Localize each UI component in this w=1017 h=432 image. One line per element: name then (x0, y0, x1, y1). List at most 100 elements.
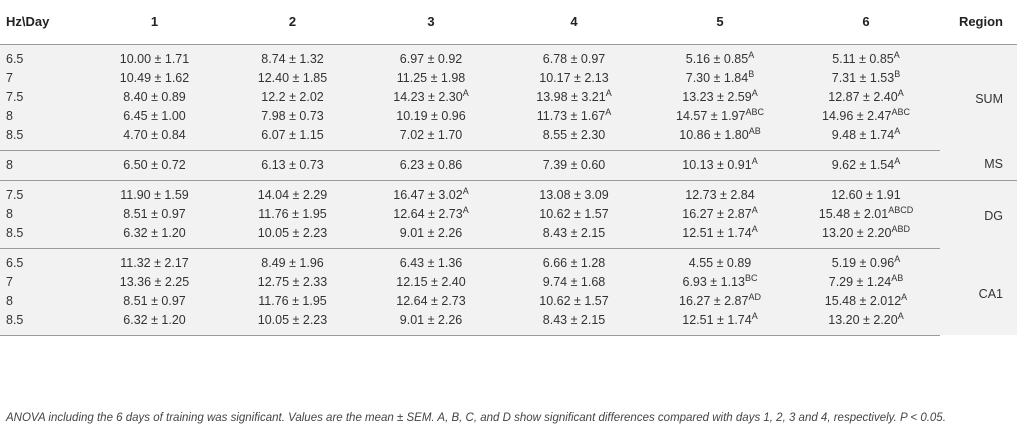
value-text: 11.76 ± 1.95 (258, 206, 327, 221)
hz-cell: 7 (0, 68, 86, 88)
value-text: 13.20 ± 2.20 (828, 312, 898, 327)
value-text: 13.08 ± 3.09 (539, 187, 609, 202)
table-row: 8 8.51 ± 0.97 11.76 ± 1.95 12.64 ± 2.73 10.6… (0, 291, 1017, 311)
value-cell-day-4: 8.55 ± 2.30 (500, 125, 648, 151)
significance-superscript: ABD (891, 223, 910, 234)
significance-superscript: ABCD (888, 204, 914, 215)
value-cell-day-6: 7.31 ± 1.53B (792, 68, 940, 88)
value-text: 11.25 ± 1.98 (396, 70, 466, 85)
value-cell-day-2: 8.49 ± 1.96 (223, 248, 362, 273)
value-cell-day-5: 12.73 ± 2.84 (648, 180, 792, 205)
value-text: 14.57 ± 1.97 (676, 108, 746, 123)
value-cell-day-5: 13.23 ± 2.59A (648, 87, 792, 107)
significance-superscript: A (748, 49, 755, 60)
significance-superscript: A (901, 291, 908, 302)
value-cell-day-6: 5.19 ± 0.96A (792, 248, 940, 273)
significance-superscript: AB (891, 272, 904, 283)
table-row: 7.5 11.90 ± 1.59 14.04 ± 2.29 16.47 ± 3.02A… (0, 180, 1017, 248)
value-text: 12.73 ± 2.84 (685, 187, 755, 202)
value-text: 6.13 ± 0.73 (261, 157, 324, 172)
value-cell-day-5: 16.27 ± 2.87AD (648, 291, 792, 311)
value-text: 11.90 ± 1.59 (120, 187, 189, 202)
value-text: 10.00 ± 1.71 (119, 51, 190, 66)
header-day-6: 6 (792, 0, 940, 45)
value-cell-day-1: 6.32 ± 1.20 (86, 223, 223, 249)
table-row: 7.5 8.40 ± 0.89 12.2 ± 2.02 14.23 ± 2.30A 13… (0, 87, 1017, 107)
region-group-sum: 6.5 10.00 ± 1.71 8.74 ± 1.32 6.97 ± 0.92 6.7… (0, 44, 1017, 151)
value-cell-day-1: 13.36 ± 2.25 (86, 272, 223, 292)
table-row: 8.5 6.32 ± 1.20 10.05 ± 2.23 9.01 ± 2.26 8.4… (0, 223, 1017, 249)
value-text: 15.48 ± 2.01 (818, 206, 889, 221)
value-cell-day-6: 12.87 ± 2.40A (792, 87, 940, 107)
hz-cell: 6.5 (0, 248, 86, 273)
value-text: 14.23 ± 2.30 (393, 89, 463, 104)
hz-cell: 8.5 (0, 223, 86, 249)
value-text: 7.39 ± 0.60 (542, 157, 606, 172)
value-cell-day-6: 7.29 ± 1.24AB (792, 272, 940, 292)
value-text: 10.62 ± 1.57 (539, 293, 609, 308)
value-cell-day-1: 11.32 ± 2.17 (86, 248, 223, 273)
value-cell-day-4: 13.98 ± 3.21A (500, 87, 648, 107)
value-text: 12.51 ± 1.74 (682, 225, 752, 240)
value-text: 10.19 ± 0.96 (396, 108, 466, 123)
value-cell-day-3: 10.19 ± 0.96 (362, 106, 500, 126)
table-row: 8 8.51 ± 0.97 11.76 ± 1.95 12.64 ± 2.73A 10.… (0, 204, 1017, 224)
value-cell-day-2: 10.05 ± 2.23 (223, 223, 362, 249)
value-cell-day-2: 8.74 ± 1.32 (223, 44, 362, 69)
value-text: 6.07 ± 1.15 (261, 127, 324, 142)
value-text: 12.75 ± 2.33 (257, 274, 328, 289)
region-label: CA1 (940, 248, 1017, 335)
hz-cell: 8.5 (0, 310, 86, 336)
data-table: Hz\Day 1 2 3 4 5 6 Region 6.5 10.00 ± 1.7… (0, 0, 1017, 336)
value-cell-day-2: 6.13 ± 0.73 (223, 150, 362, 181)
significance-superscript: A (897, 310, 904, 321)
value-text: 7.30 ± 1.84 (685, 70, 749, 85)
value-cell-day-3: 9.01 ± 2.26 (362, 310, 500, 336)
value-cell-day-5: 14.57 ± 1.97ABC (648, 106, 792, 126)
value-text: 12.87 ± 2.40 (828, 89, 898, 104)
value-text: 11.73 ± 1.67 (536, 108, 606, 123)
value-cell-day-3: 12.64 ± 2.73 (362, 291, 500, 311)
value-text: 13.20 ± 2.20 (822, 225, 892, 240)
significance-superscript: A (751, 204, 758, 215)
value-cell-day-3: 7.02 ± 1.70 (362, 125, 500, 151)
hz-cell: 7.5 (0, 180, 86, 205)
value-text: 9.48 ± 1.74 (831, 127, 895, 142)
value-text: 8.51 ± 0.97 (123, 293, 186, 308)
region-label: SUM (940, 44, 1017, 150)
table-row: 7 10.49 ± 1.62 12.40 ± 1.85 11.25 ± 1.98 10.… (0, 68, 1017, 88)
hz-cell: 8 (0, 106, 86, 126)
value-cell-day-3: 11.25 ± 1.98 (362, 68, 500, 88)
value-text: 6.78 ± 0.97 (542, 51, 606, 66)
value-text: 10.17 ± 2.13 (539, 70, 609, 85)
value-cell-day-2: 12.75 ± 2.33 (223, 272, 362, 292)
value-cell-day-3: 16.47 ± 3.02A (362, 180, 500, 205)
value-text: 16.27 ± 2.87 (679, 293, 749, 308)
significance-superscript: A (751, 87, 758, 98)
value-text: 6.32 ± 1.20 (123, 312, 186, 327)
significance-superscript: AB (748, 125, 761, 136)
significance-superscript: AD (748, 291, 761, 302)
header-day-4: 4 (500, 0, 648, 45)
hz-cell: 8.5 (0, 125, 86, 151)
significance-superscript: A (462, 204, 469, 215)
value-text: 13.98 ± 3.21 (536, 89, 606, 104)
value-cell-day-1: 10.49 ± 1.62 (86, 68, 223, 88)
significance-superscript: A (605, 87, 612, 98)
value-text: 13.36 ± 2.25 (119, 274, 190, 289)
value-text: 8.43 ± 2.15 (542, 225, 606, 240)
value-cell-day-6: 9.62 ± 1.54A (792, 150, 940, 181)
table-row: 8 6.45 ± 1.00 7.98 ± 0.73 10.19 ± 0.96 11.73… (0, 106, 1017, 126)
value-text: 10.62 ± 1.57 (539, 206, 609, 221)
value-text: 10.05 ± 2.23 (257, 312, 328, 327)
hz-cell: 7.5 (0, 87, 86, 107)
value-text: 4.55 ± 0.89 (688, 255, 752, 270)
value-text: 12.2 ± 2.02 (261, 89, 324, 104)
value-text: 9.01 ± 2.26 (399, 312, 463, 327)
value-cell-day-6: 12.60 ± 1.91 (792, 180, 940, 205)
value-cell-day-1: 6.32 ± 1.20 (86, 310, 223, 336)
value-cell-day-1: 10.00 ± 1.71 (86, 44, 223, 69)
value-text: 6.32 ± 1.20 (123, 225, 186, 240)
header-hz-day: Hz\Day (0, 0, 86, 45)
significance-superscript: ABC (891, 106, 910, 117)
